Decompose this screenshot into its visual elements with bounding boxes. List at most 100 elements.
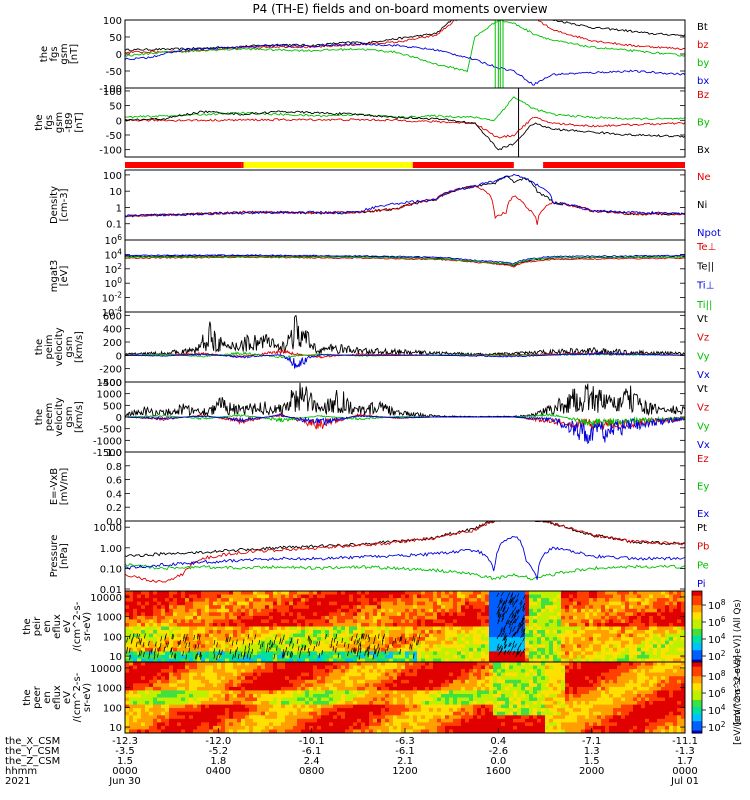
heatmap-cell [425, 722, 430, 727]
heatmap-cell [373, 679, 378, 684]
heatmap-cell [241, 598, 246, 603]
y-axis-label: [nPa] [59, 543, 70, 569]
heatmap-cell [297, 630, 302, 635]
heatmap-cell [445, 626, 450, 631]
heatmap-cell [457, 729, 462, 733]
heatmap-cell [377, 637, 382, 642]
heatmap-cell [541, 615, 546, 620]
heatmap-cell [205, 637, 210, 642]
heatmap-cell [381, 608, 386, 613]
heatmap-cell [505, 591, 510, 596]
heatmap-cell [349, 715, 354, 720]
heatmap-cell [189, 612, 194, 617]
heatmap-cell [149, 612, 154, 617]
heatmap-cell [301, 647, 306, 652]
heatmap-cell [669, 619, 674, 624]
heatmap-cell [317, 608, 322, 613]
heatmap-cell [237, 654, 242, 659]
heatmap-cell [557, 601, 562, 606]
heatmap-cell [213, 601, 218, 606]
heatmap-cell [233, 605, 238, 610]
heatmap-cell [441, 669, 446, 674]
heatmap-cell [429, 729, 434, 733]
heatmap-cell [249, 679, 254, 684]
heatmap-cell [525, 647, 530, 652]
heatmap-cell [345, 637, 350, 642]
heatmap-cell [253, 711, 258, 716]
heatmap-cell [129, 718, 134, 723]
heatmap-cell [381, 711, 386, 716]
heatmap-cell [197, 662, 202, 667]
heatmap-cell [353, 708, 358, 713]
heatmap-cell [577, 633, 582, 638]
heatmap-cell [125, 651, 130, 656]
heatmap-cell [305, 711, 310, 716]
heatmap-cell [349, 679, 354, 684]
heatmap-cell [621, 651, 626, 656]
heatmap-cell [265, 626, 270, 631]
heatmap-cell [653, 612, 658, 617]
heatmap-cell [645, 591, 650, 596]
heatmap-cell [145, 626, 150, 631]
heatmap-cell [541, 651, 546, 656]
heatmap-cell [125, 708, 130, 713]
heatmap-cell [613, 591, 618, 596]
heatmap-cell [173, 623, 178, 628]
heatmap-cell [241, 608, 246, 613]
heatmap-cell [177, 601, 182, 606]
heatmap-cell [433, 598, 438, 603]
heatmap-cell [273, 601, 278, 606]
heatmap-cell [589, 654, 594, 659]
heatmap-cell [261, 623, 266, 628]
heatmap-cell [573, 608, 578, 613]
heatmap-cell [225, 715, 230, 720]
heatmap-cell [245, 601, 250, 606]
heatmap-cell [465, 708, 470, 713]
heatmap-cell [641, 630, 646, 635]
series-p1-Bt [125, 20, 685, 52]
heatmap-cell [401, 619, 406, 624]
heatmap-cell [265, 630, 270, 635]
heatmap-cell [413, 715, 418, 720]
heatmap-cell [169, 729, 174, 733]
heatmap-cell [321, 690, 326, 695]
tick-label: 102 [104, 262, 122, 276]
heatmap-cell [209, 598, 214, 603]
heatmap-cell [389, 605, 394, 610]
heatmap-cell [149, 679, 154, 684]
heatmap-cell [285, 658, 290, 662]
heatmap-cell [441, 640, 446, 645]
heatmap-cell [233, 615, 238, 620]
heatmap-cell [453, 591, 458, 596]
heatmap-cell [149, 686, 154, 691]
heatmap-cell [237, 676, 242, 681]
heatmap-cell [209, 722, 214, 727]
tick-label: 104 [104, 247, 122, 261]
heatmap-cell [549, 598, 554, 603]
heatmap-cell [493, 679, 498, 684]
heatmap-cell [197, 694, 202, 699]
heatmap-cell [509, 630, 514, 635]
heatmap-cell [649, 619, 654, 624]
heatmap-cell [373, 665, 378, 670]
heatmap-cell [337, 694, 342, 699]
heatmap-cell [433, 711, 438, 716]
heatmap-cell [277, 711, 282, 716]
heatmap-cell [133, 651, 138, 656]
heatmap-cell [653, 647, 658, 652]
heatmap-cell [477, 654, 482, 659]
heatmap-cell [373, 608, 378, 613]
heatmap-cell [469, 686, 474, 691]
heatmap-cell [433, 594, 438, 599]
heatmap-cell [661, 594, 666, 599]
heatmap-cell [245, 715, 250, 720]
heatmap-cell [129, 697, 134, 702]
heatmap-cell [181, 591, 186, 596]
heatmap-cell [389, 615, 394, 620]
heatmap-cell [629, 654, 634, 659]
heatmap-cell [561, 633, 566, 638]
heatmap-cell [217, 658, 222, 662]
heatmap-cell [345, 605, 350, 610]
heatmap-cell [269, 633, 274, 638]
heatmap-cell [181, 637, 186, 642]
